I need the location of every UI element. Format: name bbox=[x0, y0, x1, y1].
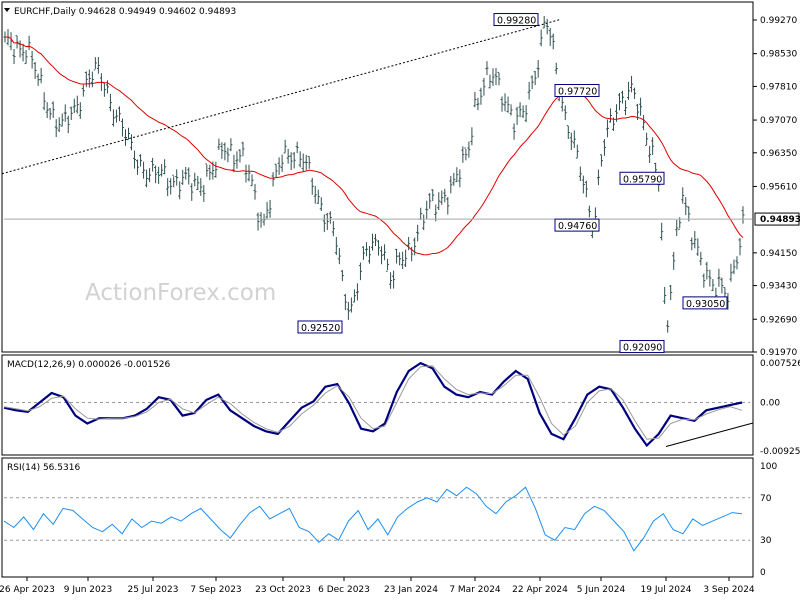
current-price-box bbox=[754, 212, 800, 226]
macd-y-tick-label: 0.007526 bbox=[760, 359, 800, 369]
macd-header: MACD(12,26,9) 0.000026 -0.001526 bbox=[7, 360, 170, 370]
annotation-label: 0.92090 bbox=[623, 343, 662, 354]
macd-y-tick-label: 0.00 bbox=[760, 398, 780, 408]
rsi-y-tick-label: 30 bbox=[760, 536, 772, 546]
annotation-box bbox=[682, 296, 728, 310]
x-tick-label: 6 Dec 2023 bbox=[318, 585, 370, 595]
price-header: EURCHF,Daily 0.94628 0.94949 0.94602 0.9… bbox=[14, 7, 236, 17]
x-tick-label: 25 Jul 2023 bbox=[128, 585, 179, 595]
x-tick-label: 23 Jan 2024 bbox=[384, 585, 438, 595]
rsi-panel bbox=[1, 457, 754, 578]
price-annotation: 0.92520 bbox=[297, 320, 343, 334]
macd-y-tick-label: -0.009252 bbox=[760, 447, 800, 457]
price-y-tick-label: 0.97070 bbox=[760, 116, 797, 126]
rsi-header: RSI(14) 56.5316 bbox=[7, 463, 80, 473]
price-y-tick-label: 0.98530 bbox=[760, 50, 797, 60]
rsi-line bbox=[3, 486, 743, 552]
trendline bbox=[1, 19, 561, 175]
rsi-y-tick-label: 70 bbox=[760, 494, 772, 504]
price-layer: 0.99280 0.97720 0.95790 0.94760 0.93050 0.925… bbox=[1, 13, 752, 354]
price-annotation: 0.94760 bbox=[554, 218, 600, 232]
annotation-label: 0.94760 bbox=[558, 221, 597, 232]
price-annotation: 0.93050 bbox=[682, 296, 728, 310]
x-tick-label: 3 Sep 2024 bbox=[703, 585, 755, 595]
annotation-box bbox=[554, 83, 600, 97]
x-tick-label: 5 Jun 2024 bbox=[577, 585, 626, 595]
x-tick-label: 7 Sep 2023 bbox=[190, 585, 241, 595]
price-annotation: 0.95790 bbox=[619, 171, 665, 185]
price-annotation: 0.99280 bbox=[493, 13, 539, 27]
x-tick-label: 23 Oct 2023 bbox=[255, 585, 311, 595]
moving-average-line bbox=[4, 36, 744, 256]
price-y-tick-label: 0.93430 bbox=[760, 282, 797, 292]
annotation-label: 0.93050 bbox=[686, 299, 725, 310]
macd-layer bbox=[3, 361, 754, 448]
rsi-y-tick-label: 0 bbox=[760, 568, 766, 578]
x-tick-label: 22 Apr 2024 bbox=[512, 585, 568, 595]
price-y-tick-label: 0.96350 bbox=[760, 149, 797, 159]
price-annotation: 0.97720 bbox=[554, 83, 600, 97]
price-y-tick-label: 0.91970 bbox=[760, 348, 797, 358]
annotation-box bbox=[619, 340, 665, 354]
rsi-y-tick-label: 100 bbox=[760, 462, 777, 472]
annotation-box bbox=[493, 13, 539, 27]
watermark: ActionForex.com bbox=[85, 280, 276, 306]
macd-panel bbox=[1, 354, 754, 456]
axis-layer: 0.99270 0.98530 0.97810 0.97070 0.96350 0.956… bbox=[0, 16, 800, 595]
annotation-box bbox=[554, 218, 600, 232]
current-price-label: 0.94893 bbox=[760, 215, 800, 225]
annotation-label: 0.92520 bbox=[301, 323, 340, 334]
annotation-box bbox=[619, 171, 665, 185]
x-tick-label: 19 Jul 2024 bbox=[641, 585, 692, 595]
x-tick-label: 7 Mar 2024 bbox=[449, 585, 501, 595]
price-y-tick-label: 0.97810 bbox=[760, 82, 797, 92]
collapse-arrow-icon[interactable] bbox=[4, 8, 10, 12]
price-y-tick-label: 0.99270 bbox=[760, 16, 797, 26]
price-y-tick-label: 0.92690 bbox=[760, 315, 797, 325]
annotation-label: 0.97720 bbox=[558, 86, 597, 97]
annotation-label: 0.95790 bbox=[623, 174, 662, 185]
rsi-layer bbox=[3, 486, 750, 552]
x-tick-label: 9 Jun 2023 bbox=[64, 585, 112, 595]
annotation-box bbox=[297, 320, 343, 334]
annotation-label: 0.99280 bbox=[497, 16, 536, 27]
price-y-tick-label: 0.95610 bbox=[760, 182, 797, 192]
price-y-tick-label: 0.94150 bbox=[760, 249, 797, 259]
macd-signal-line bbox=[3, 365, 743, 440]
macd-trendline bbox=[665, 422, 754, 447]
price-annotation: 0.92090 bbox=[619, 340, 665, 354]
x-tick-label: 26 Apr 2023 bbox=[0, 585, 55, 595]
